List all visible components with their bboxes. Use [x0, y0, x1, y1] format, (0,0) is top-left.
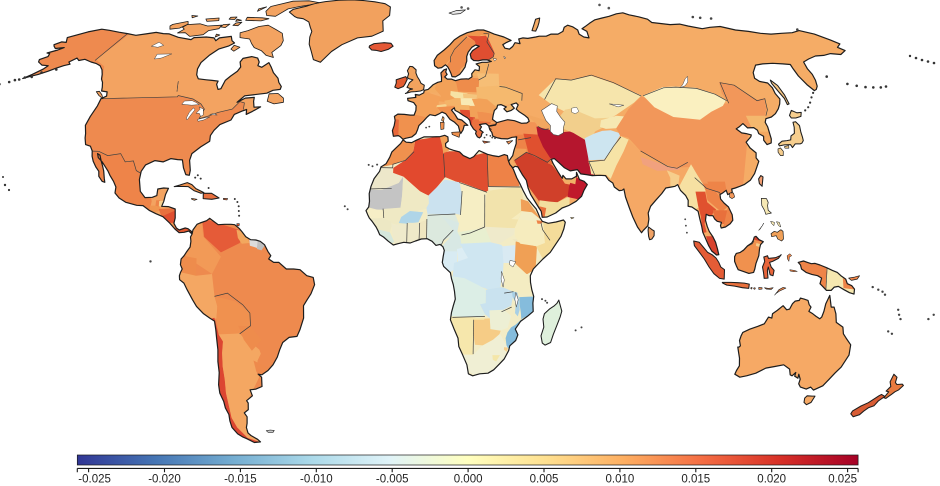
svg-text:-0.015: -0.015 — [224, 474, 257, 486]
svg-text:-0.020: -0.020 — [148, 474, 181, 486]
svg-text:-0.025: -0.025 — [78, 474, 111, 486]
svg-text:0.025: 0.025 — [828, 474, 857, 486]
svg-text:-0.005: -0.005 — [376, 474, 409, 486]
svg-text:-0.010: -0.010 — [300, 474, 333, 486]
svg-text:0.005: 0.005 — [530, 474, 559, 486]
svg-text:0.015: 0.015 — [681, 474, 710, 486]
svg-text:0.000: 0.000 — [454, 474, 483, 486]
svg-text:0.010: 0.010 — [606, 474, 635, 486]
svg-text:0.020: 0.020 — [757, 474, 786, 486]
